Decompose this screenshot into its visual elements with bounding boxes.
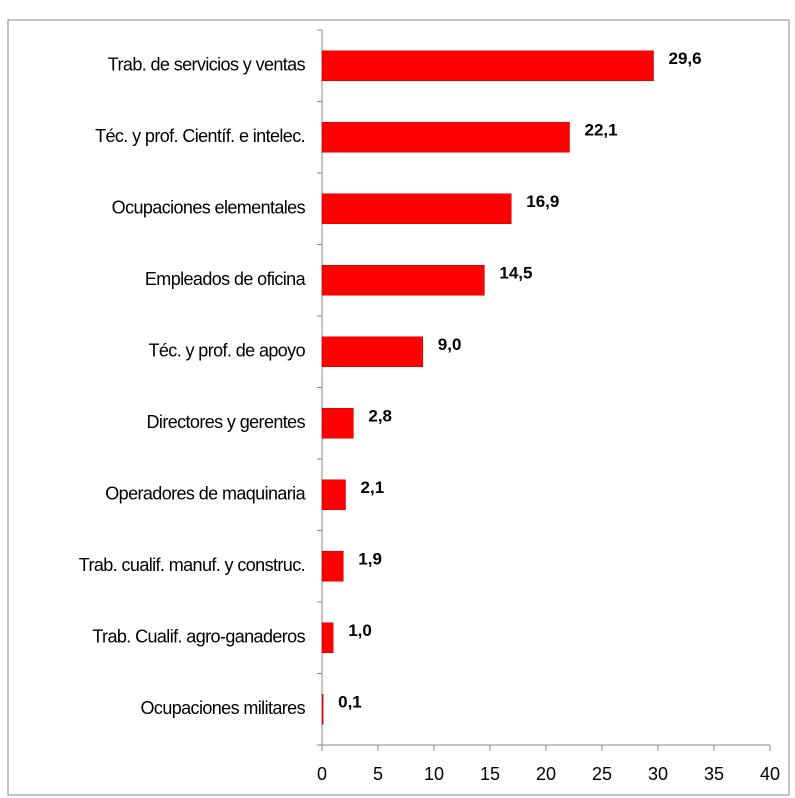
x-tick-label: 35 xyxy=(704,764,724,784)
y-tick-label: Téc. y prof. de apoyo xyxy=(149,341,306,361)
bar xyxy=(321,622,334,653)
y-tick-label: Trab. cualif. manuf. y construc. xyxy=(79,555,305,575)
x-tick-label: 25 xyxy=(592,764,612,784)
x-tick-label: 30 xyxy=(648,764,668,784)
y-tick-label: Trab. Cualif. agro-ganaderos xyxy=(92,627,305,647)
bar xyxy=(321,193,512,224)
x-tick-label: 20 xyxy=(536,764,556,784)
value-label: 22,1 xyxy=(585,121,618,140)
y-tick-label: Téc. y prof. Científ. e intelec. xyxy=(95,126,305,146)
bar xyxy=(321,694,324,725)
value-label: 2,1 xyxy=(361,478,385,497)
y-tick-label: Ocupaciones elementales xyxy=(112,198,306,218)
value-label: 1,0 xyxy=(348,621,372,640)
value-label: 2,8 xyxy=(368,407,392,426)
bar xyxy=(321,479,346,510)
bar xyxy=(321,336,424,367)
value-label: 9,0 xyxy=(438,335,462,354)
value-label: 16,9 xyxy=(526,192,559,211)
bar xyxy=(321,122,570,153)
y-tick-label: Directores y gerentes xyxy=(147,412,306,432)
x-tick-label: 0 xyxy=(317,764,327,784)
value-label: 14,5 xyxy=(499,264,532,283)
y-tick-label: Ocupaciones militares xyxy=(141,698,306,718)
x-tick-label: 5 xyxy=(373,764,383,784)
x-tick-label: 10 xyxy=(424,764,444,784)
x-tick-label: 40 xyxy=(760,764,780,784)
x-tick-label: 15 xyxy=(480,764,500,784)
bar xyxy=(321,551,344,582)
y-tick-label: Empleados de oficina xyxy=(145,269,307,289)
y-tick-label: Trab. de servicios y ventas xyxy=(108,55,306,75)
bar xyxy=(321,50,654,81)
bar xyxy=(321,408,354,439)
value-label: 0,1 xyxy=(338,693,362,712)
y-tick-label: Operadores de maquinaria xyxy=(105,484,306,504)
value-label: 1,9 xyxy=(358,550,382,569)
bar xyxy=(321,265,485,296)
value-label: 29,6 xyxy=(669,49,702,68)
